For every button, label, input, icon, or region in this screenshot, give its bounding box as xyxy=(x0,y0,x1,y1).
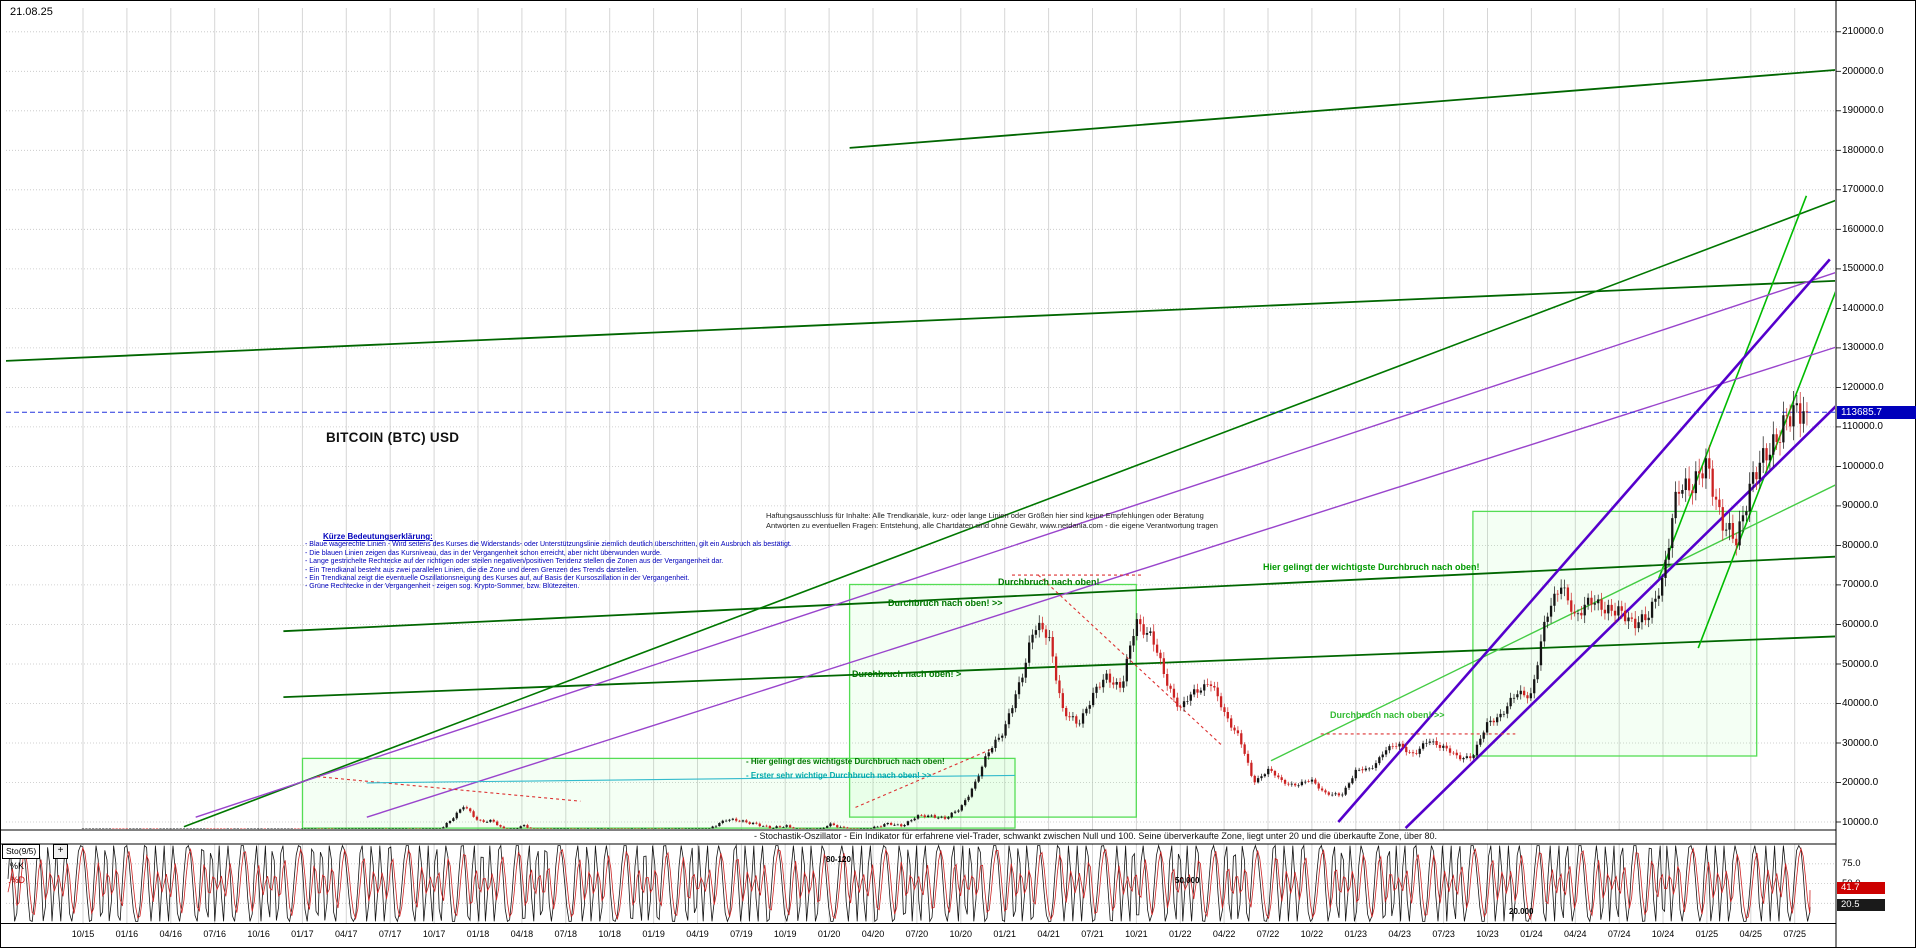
price-axis-label: 90000.0 xyxy=(1842,500,1879,512)
time-axis-label: 04/19 xyxy=(686,929,709,939)
time-axis-label: 10/16 xyxy=(247,929,270,939)
oscillator-label: Sto(9/5) xyxy=(2,844,41,859)
time-axis-label: 07/20 xyxy=(905,929,929,939)
time-axis-label: 01/21 xyxy=(993,929,1016,939)
time-axis-label: 04/21 xyxy=(1037,929,1060,939)
last-price-badge: 113685.7 xyxy=(1837,405,1916,419)
price-axis-label: 40000.0 xyxy=(1842,698,1879,709)
time-axis-label: 10/20 xyxy=(949,929,973,939)
price-axis-label: 80000.0 xyxy=(1842,539,1879,551)
time-axis-label: 10/23 xyxy=(1476,929,1499,939)
time-axis-label: 07/18 xyxy=(554,929,578,939)
time-axis-label: 07/25 xyxy=(1783,929,1806,939)
price-axis-label: 110000.0 xyxy=(1842,421,1883,433)
price-axis-label: 170000.0 xyxy=(1842,184,1884,196)
level-80-120-annotation: 80-120 xyxy=(826,855,851,864)
price-axis-label: 200000.0 xyxy=(1842,65,1884,77)
time-axis-label: 04/23 xyxy=(1388,929,1411,939)
legend-line: - Ein Trendkanal zeigt die eventuelle Os… xyxy=(305,575,690,583)
legend-explanation-block: Kürze Bedeutungserklärung: - Blaue wager… xyxy=(305,532,792,592)
time-axis-label: 01/23 xyxy=(1344,929,1368,939)
oscillator-scale-label: 75.0 xyxy=(1842,858,1861,870)
breakout-2-annotation: Durchbruch nach oben! xyxy=(998,577,1100,587)
time-axis-label: 04/18 xyxy=(510,929,534,939)
time-axis-label: 01/16 xyxy=(115,929,139,939)
legend-line: - Blaue wagerechte Linien - Wird seitens… xyxy=(305,541,792,549)
time-axis-label: 01/20 xyxy=(817,929,841,939)
disclaimer-line: Haftungsausschluss für Inhalte: Alle Tre… xyxy=(766,511,1204,520)
legend-line: - Lange gestrichelte Rechtecke auf der r… xyxy=(305,558,724,566)
time-axis-label: 10/21 xyxy=(1125,929,1148,939)
time-axis-label: 07/19 xyxy=(730,929,753,939)
stochastic-d-label: .%D xyxy=(8,875,26,885)
oscillator-description: - Stochastik-Oszillator - Ein Indikator … xyxy=(754,831,1438,841)
time-axis-label: 10/19 xyxy=(773,929,797,939)
breakout-1-annotation: Durchbruch nach oben! >> xyxy=(888,598,1003,608)
legend-line: - Ein Trendkanal besteht aus zwei parall… xyxy=(305,566,639,574)
time-axis-label: 01/19 xyxy=(642,929,665,939)
time-axis-label: 10/24 xyxy=(1651,929,1675,939)
breakout-5-annotation: - Hier gelingt des wichtigste Durchbruch… xyxy=(746,757,945,766)
level-50000-annotation: 50.000 xyxy=(1175,876,1200,885)
breakout-4-annotation: Durchbruch nach oben! >> xyxy=(1330,710,1445,720)
legend-title: Kürze Bedeutungserklärung: xyxy=(323,532,433,541)
time-axis-label: 07/16 xyxy=(203,929,226,939)
chart-title: BITCOIN (BTC) USD xyxy=(326,430,460,445)
price-axis-label: 150000.0 xyxy=(1842,263,1884,275)
time-axis-label: 07/23 xyxy=(1432,929,1455,939)
time-axis-label: 01/24 xyxy=(1520,929,1543,939)
time-axis-label: 01/18 xyxy=(466,929,490,939)
price-axis-label: 130000.0 xyxy=(1842,342,1884,354)
price-axis-label: 10000.0 xyxy=(1842,816,1879,828)
price-axis-label: 190000.0 xyxy=(1842,105,1884,117)
time-axis-label: 10/18 xyxy=(598,929,621,939)
time-axis-label: 07/21 xyxy=(1081,929,1104,939)
price-axis-label: 120000.0 xyxy=(1842,381,1884,393)
time-axis-label: 07/17 xyxy=(378,929,402,939)
price-axis-label: 20000.0 xyxy=(1842,777,1879,788)
price-axis-label: 100000.0 xyxy=(1842,460,1884,472)
disclaimer-line: Antworten zu eventuellen Fragen: Entsteh… xyxy=(766,520,1218,530)
price-axis-label: 140000.0 xyxy=(1842,302,1884,314)
time-axis-label: 04/25 xyxy=(1739,929,1763,939)
time-axis-label: 04/20 xyxy=(861,929,885,939)
time-axis-label: 04/17 xyxy=(335,929,358,939)
time-axis-label: 04/16 xyxy=(159,929,183,939)
breakout-3-annotation: Durchbruch nach oben! > xyxy=(852,669,962,679)
time-axis-label: 04/24 xyxy=(1564,929,1587,939)
time-axis-label: 10/15 xyxy=(71,929,95,939)
price-axis-label: 60000.0 xyxy=(1842,618,1879,630)
time-axis-label: 01/22 xyxy=(1169,929,1192,939)
stochastic-k-value-badge: 20.5 xyxy=(1837,899,1885,911)
time-axis-label: 10/22 xyxy=(1300,929,1324,939)
legend-line: - Grüne Rechtecke in der Vergangenheit -… xyxy=(305,583,580,591)
time-axis-label: 07/24 xyxy=(1607,929,1631,939)
breakout-6-annotation: - Erster sehr wichtige Durchbruch nach o… xyxy=(746,771,932,780)
add-indicator-button[interactable]: + xyxy=(53,844,68,859)
disclaimer-text: Haftungsausschluss für Inhalte: Alle Tre… xyxy=(766,511,1218,530)
oscillator-label-text: Sto(9/5) xyxy=(6,846,37,856)
price-axis-label: 30000.0 xyxy=(1842,737,1879,749)
level-20000-annotation: 20.000 xyxy=(1509,907,1534,916)
stochastic-k-label: %K xyxy=(10,861,25,871)
price-axis-label: 180000.0 xyxy=(1842,144,1884,156)
time-axis-label: 04/22 xyxy=(1212,929,1236,939)
price-axis-label: 160000.0 xyxy=(1842,223,1884,235)
time-axis-label: 01/17 xyxy=(291,929,314,939)
price-axis-label: 70000.0 xyxy=(1842,579,1879,591)
time-axis-label: 10/17 xyxy=(422,929,446,939)
date-label: 21.08.25 xyxy=(10,6,53,18)
price-axis-label: 210000.0 xyxy=(1842,26,1884,38)
time-axis-label: 07/22 xyxy=(1256,929,1280,939)
breakout-main-annotation: Hier gelingt der wichtigste Durchbruch n… xyxy=(1263,562,1480,572)
price-axis-label: 50000.0 xyxy=(1842,658,1879,670)
legend-line: - Die blauen Linien zeigen das Kursnivea… xyxy=(305,549,662,557)
time-axis-label: 01/25 xyxy=(1695,929,1719,939)
stochastic-d-value-badge: 41.7 xyxy=(1837,882,1885,894)
